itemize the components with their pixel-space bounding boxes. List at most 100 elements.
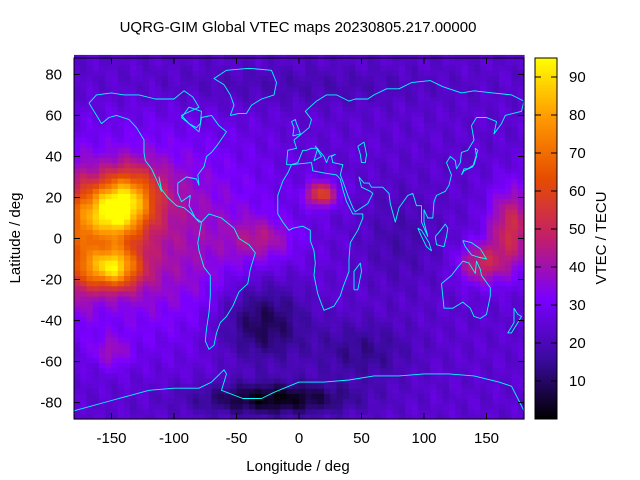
vtec-cell [436, 136, 444, 143]
vtec-cell [380, 321, 388, 328]
vtec-cell [224, 413, 231, 420]
vtec-cell [211, 383, 219, 389]
vtec-cell [136, 234, 144, 241]
vtec-cell [161, 60, 169, 66]
vtec-cell [361, 152, 369, 159]
vtec-cell [424, 301, 431, 307]
vtec-cell [342, 152, 350, 159]
vtec-cell [186, 131, 194, 138]
vtec-cell [361, 331, 369, 338]
vtec-cell [136, 239, 144, 246]
vtec-cell [474, 342, 481, 348]
vtec-cell [380, 224, 388, 230]
vtec-cell [355, 326, 363, 333]
vtec-cell [161, 65, 169, 71]
vtec-cell [280, 224, 288, 230]
vtec-cell [474, 398, 481, 405]
vtec-cell [117, 167, 125, 174]
vtec-cell [136, 126, 144, 133]
vtec-cell [455, 383, 463, 389]
vtec-cell [386, 116, 394, 123]
vtec-cell [461, 239, 469, 246]
vtec-cell [180, 147, 188, 153]
vtec-cell [142, 280, 150, 287]
vtec-cell [80, 70, 88, 77]
vtec-cell [405, 326, 413, 333]
vtec-cell [405, 126, 413, 133]
vtec-cell [224, 208, 231, 215]
vtec-cell [186, 111, 194, 118]
vtec-cell [361, 65, 369, 71]
vtec-cell [486, 260, 494, 266]
vtec-cell [142, 111, 150, 118]
vtec-cell [105, 95, 113, 102]
vtec-cell [242, 347, 250, 353]
vtec-cell [405, 270, 413, 277]
vtec-cell [111, 167, 119, 174]
vtec-cell [480, 147, 488, 153]
vtec-cell [492, 234, 500, 241]
vtec-cell [280, 213, 288, 220]
vtec-cell [449, 234, 456, 241]
vtec-cell [492, 372, 500, 379]
vtec-cell [430, 306, 438, 312]
vtec-cell [330, 208, 338, 215]
vtec-cell [249, 290, 256, 297]
vtec-cell [430, 157, 438, 164]
vtec-cell [292, 290, 300, 297]
vtec-cell [255, 413, 263, 420]
vtec-cell [261, 295, 269, 302]
vtec-cell [386, 265, 394, 271]
vtec-cell [211, 408, 219, 415]
vtec-cell [442, 357, 450, 364]
vtec-cell [292, 157, 300, 164]
vtec-cell [92, 224, 100, 230]
vtec-cell [249, 377, 256, 384]
vtec-cell [474, 393, 481, 400]
vtec-cell [392, 383, 400, 389]
vtec-cell [199, 413, 206, 420]
vtec-cell [305, 177, 313, 184]
vtec-cell [86, 188, 94, 194]
vtec-cell [274, 265, 281, 271]
vtec-cell [130, 126, 138, 133]
vtec-cell [336, 136, 344, 143]
vtec-cell [392, 316, 400, 323]
vtec-cell [511, 316, 519, 323]
vtec-cell [286, 295, 294, 302]
vtec-cell [286, 121, 294, 128]
vtec-cell [374, 290, 381, 297]
vtec-cell [392, 75, 400, 82]
vtec-cell [161, 203, 169, 210]
vtec-cell [142, 162, 150, 169]
vtec-cell [342, 101, 350, 107]
vtec-cell [217, 336, 225, 343]
vtec-cell [124, 275, 131, 282]
vtec-cell [86, 362, 94, 369]
vtec-cell [174, 90, 181, 97]
vtec-cell [455, 183, 463, 189]
vtec-cell [286, 275, 294, 282]
vtec-cell [361, 295, 369, 302]
vtec-cell [317, 311, 325, 318]
vtec-cell [374, 126, 381, 133]
vtec-cell [280, 131, 288, 138]
vtec-cell [249, 116, 256, 123]
vtec-cell [374, 295, 381, 302]
vtec-cell [255, 188, 263, 194]
vtec-cell [130, 342, 138, 348]
vtec-cell [267, 403, 275, 410]
vtec-cell [492, 290, 500, 297]
vtec-cell [292, 249, 300, 256]
vtec-cell [280, 95, 288, 102]
vtec-cell [236, 367, 244, 374]
vtec-cell [380, 357, 388, 364]
vtec-cell [430, 254, 438, 261]
vtec-cell [330, 336, 338, 343]
vtec-cell [167, 249, 175, 256]
vtec-cell [305, 280, 313, 287]
vtec-cell [161, 336, 169, 343]
vtec-cell [230, 167, 238, 174]
vtec-cell [467, 85, 475, 92]
vtec-cell [236, 383, 244, 389]
